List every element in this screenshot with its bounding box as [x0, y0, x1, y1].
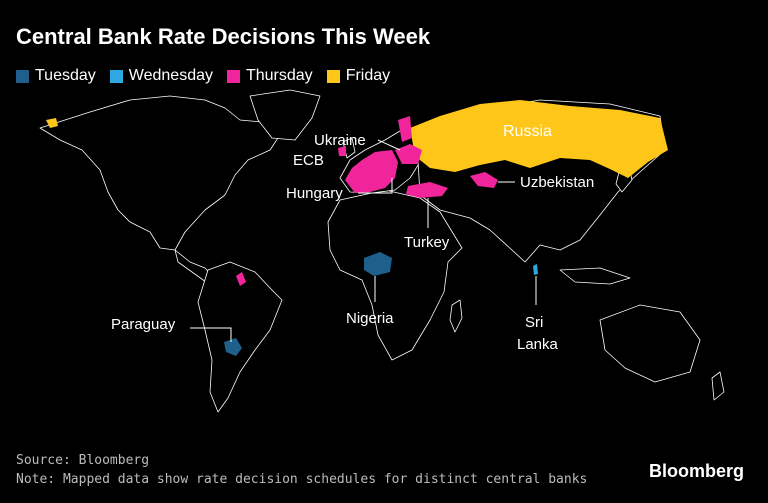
south-america-landmass — [197, 261, 283, 413]
greenland-landmass — [249, 89, 321, 141]
turkey-label: Turkey — [404, 234, 450, 251]
uzbekistan-label: Uzbekistan — [520, 174, 595, 191]
sri-lanka-label-line1: Sri — [525, 314, 544, 331]
madagascar-landmass — [449, 299, 463, 333]
legend-swatch-thursday — [226, 69, 240, 83]
baltic-region — [398, 116, 412, 142]
australia-landmass — [599, 304, 701, 383]
turkey-region — [406, 182, 448, 198]
hungary-leader-line — [358, 178, 393, 194]
new-zealand-landmass — [711, 371, 725, 401]
north-america-landmass — [39, 95, 281, 251]
legend-item-tuesday: Tuesday — [16, 67, 96, 85]
africa-landmass — [327, 189, 463, 361]
indonesia-landmass — [559, 267, 631, 285]
guyana-region — [236, 272, 246, 286]
russia-label: Russia — [503, 123, 552, 140]
russia-region — [410, 100, 668, 178]
world-map — [39, 89, 725, 413]
ukraine-label: Ukraine — [314, 132, 366, 149]
paraguay-label: Paraguay — [111, 316, 176, 333]
legend-item-friday: Friday — [326, 67, 391, 85]
legend-label-friday: Friday — [345, 67, 391, 84]
legend-swatch-friday — [326, 69, 340, 83]
ukraine-leader-line — [377, 139, 401, 151]
ukraine-region — [395, 144, 422, 164]
paraguay-leader-line — [190, 327, 232, 342]
legend-swatch-wednesday — [109, 69, 123, 83]
nigeria-region — [364, 252, 392, 276]
legend-label-wednesday: Wednesday — [128, 67, 213, 84]
bloomberg-logo: Bloomberg — [648, 461, 744, 481]
europe-ecb-region — [345, 150, 398, 193]
chart-title: Central Bank Rate Decisions This Week — [16, 24, 431, 49]
ecb-label: ECB — [293, 152, 324, 169]
uzbekistan-region — [470, 172, 498, 188]
chukotka-region — [46, 118, 58, 128]
nigeria-label: Nigeria — [346, 310, 394, 327]
legend-item-thursday: Thursday — [226, 67, 313, 85]
note-text: Note: Mapped data show rate decision sch… — [16, 472, 588, 487]
legend-label-tuesday: Tuesday — [35, 67, 96, 84]
hungary-label: Hungary — [286, 185, 343, 202]
ecb-small-region — [338, 146, 346, 156]
legend-label-thursday: Thursday — [245, 67, 313, 84]
paraguay-region — [224, 338, 242, 356]
sri-lanka-region — [533, 264, 538, 275]
source-text: Source: Bloomberg — [16, 453, 150, 468]
sri-lanka-label-line2: Lanka — [517, 336, 558, 353]
footer: Source: Bloomberg Note: Mapped data show… — [16, 451, 587, 489]
legend: Tuesday Wednesday Thursday Friday — [16, 67, 390, 85]
legend-swatch-tuesday — [16, 69, 29, 83]
legend-item-wednesday: Wednesday — [109, 67, 213, 85]
